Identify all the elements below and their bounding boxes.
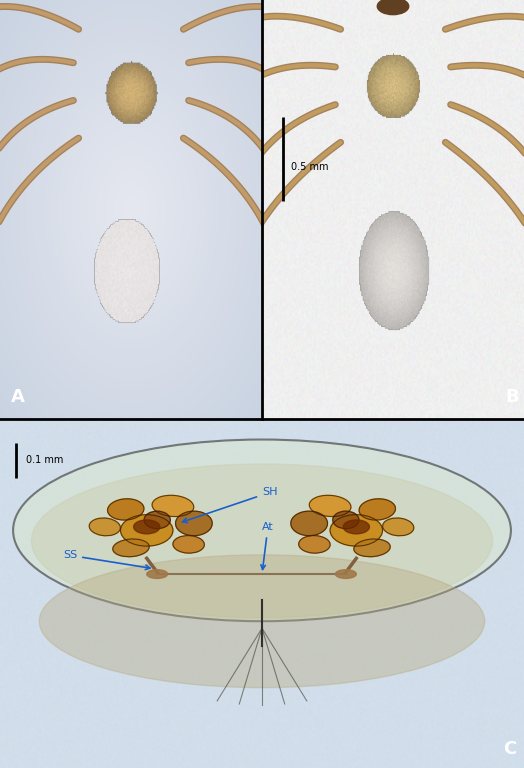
Text: 0.5 mm: 0.5 mm — [291, 162, 329, 173]
Ellipse shape — [330, 515, 383, 546]
Text: C: C — [503, 740, 516, 757]
Ellipse shape — [383, 518, 414, 536]
Ellipse shape — [299, 535, 330, 553]
Ellipse shape — [113, 539, 149, 557]
Ellipse shape — [333, 511, 359, 528]
Ellipse shape — [377, 0, 409, 15]
Ellipse shape — [173, 535, 204, 553]
Ellipse shape — [309, 495, 351, 517]
Ellipse shape — [335, 570, 356, 578]
Ellipse shape — [176, 511, 212, 535]
Ellipse shape — [39, 554, 485, 687]
Text: B: B — [506, 388, 519, 406]
Ellipse shape — [343, 520, 369, 534]
Ellipse shape — [354, 539, 390, 557]
Text: At: At — [261, 522, 274, 569]
Ellipse shape — [144, 511, 170, 528]
Ellipse shape — [13, 439, 511, 621]
Text: SS: SS — [63, 551, 150, 570]
Ellipse shape — [31, 464, 493, 617]
Ellipse shape — [359, 498, 396, 520]
Ellipse shape — [121, 515, 173, 546]
Text: A: A — [10, 388, 24, 406]
Ellipse shape — [107, 498, 144, 520]
Ellipse shape — [291, 511, 328, 535]
Ellipse shape — [134, 520, 160, 534]
Ellipse shape — [152, 495, 194, 517]
Text: 0.1 mm: 0.1 mm — [26, 455, 63, 465]
Text: SH: SH — [182, 488, 278, 522]
Ellipse shape — [147, 570, 168, 578]
Ellipse shape — [89, 518, 121, 536]
